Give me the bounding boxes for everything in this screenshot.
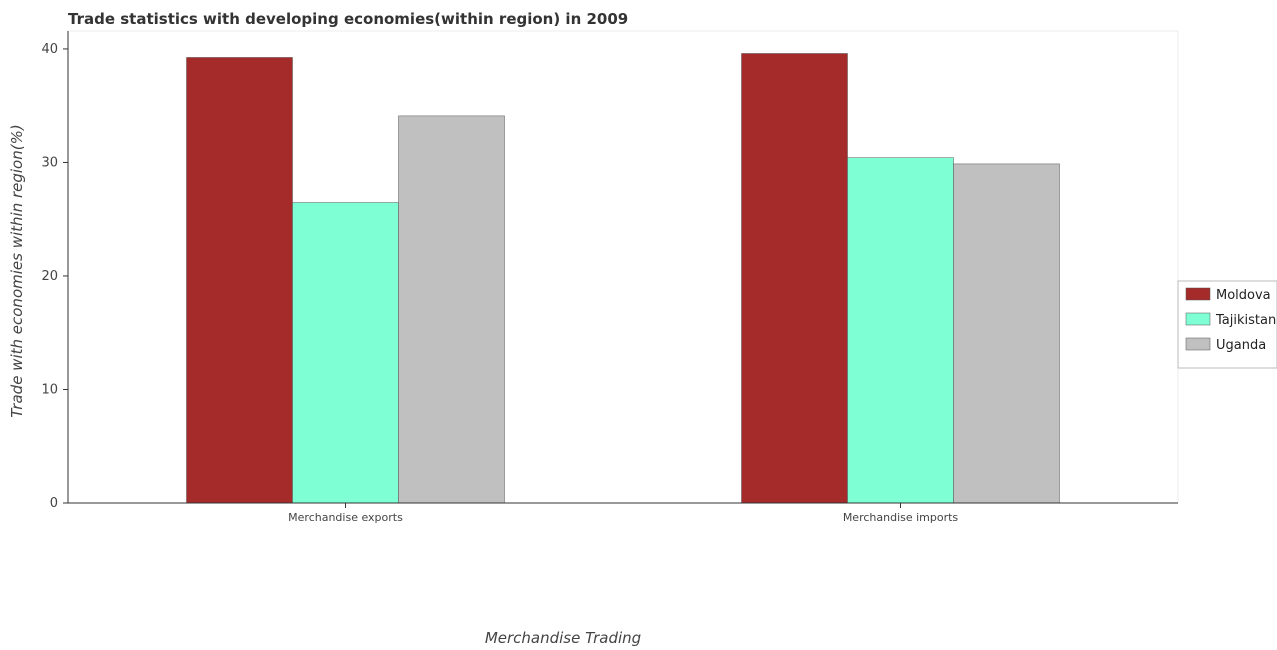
bar-moldova-imports [741, 53, 848, 504]
legend-label-moldova: Moldova [1216, 288, 1271, 303]
x-axis-label: Merchandise Trading [485, 629, 641, 647]
y-tick-label: 30 [41, 155, 58, 170]
y-axis-label: Trade with economies within region(%) [8, 124, 26, 417]
y-tick-label: 40 [41, 42, 58, 57]
y-tick-label: 0 [50, 496, 58, 511]
y-tick-label: 10 [41, 382, 58, 397]
bar-tajikistan-imports [847, 157, 954, 504]
legend-box [1177, 280, 1277, 369]
bar-uganda-exports [398, 115, 505, 504]
legend-label-tajikistan: Tajikistan [1215, 313, 1276, 328]
y-axis: 0 10 20 30 40 [41, 31, 69, 511]
bars [186, 53, 1060, 504]
x-tick-label: Merchandise exports [288, 511, 403, 524]
bar-tajikistan-exports [292, 202, 399, 504]
legend-swatch-moldova [1185, 287, 1211, 301]
bar-moldova-exports [186, 57, 293, 504]
x-tick-label: Merchandise imports [843, 511, 959, 524]
y-tick-label: 20 [41, 269, 58, 284]
x-axis: Merchandise exports Merchandise imports [68, 502, 1178, 524]
legend-swatch-tajikistan [1185, 312, 1211, 326]
chart-title: Trade statistics with developing economi… [68, 10, 628, 28]
legend: Moldova Tajikistan Uganda [1177, 280, 1277, 369]
legend-label-uganda: Uganda [1216, 338, 1266, 353]
legend-swatch-uganda [1185, 337, 1211, 351]
bar-uganda-imports [953, 163, 1060, 504]
